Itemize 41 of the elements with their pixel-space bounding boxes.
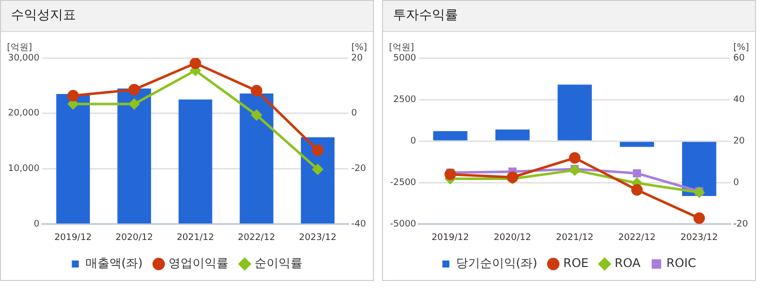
y-tick-label: 2500 (393, 94, 416, 105)
y2-tick-label: 60 (733, 53, 746, 64)
legend-label: 매출액(좌) (85, 256, 143, 270)
y-tick-label: 5000 (393, 53, 416, 64)
x-tick-label: 2020/12 (494, 232, 532, 243)
y-tick-label: -2500 (390, 178, 416, 188)
y-tick-label: 30,000 (8, 53, 40, 64)
y-tick-label: 20,000 (8, 108, 40, 119)
legend-label: ROIC (666, 256, 696, 270)
y2-tick-label: 20 (733, 136, 746, 146)
chart-title: 수익성지표 (1, 1, 373, 32)
y-axis-title: [억원] (7, 42, 32, 53)
x-tick-label: 2022/12 (238, 232, 276, 243)
y-axis-title: [억원] (389, 42, 414, 53)
legend-label: 순이익률 (254, 256, 303, 270)
y-tick-label: 0 (34, 220, 40, 230)
x-tick-label: 2021/12 (556, 232, 594, 243)
x-tick-label: 2019/12 (54, 232, 92, 243)
y2-axis-title: [%] (351, 42, 367, 53)
legend-label: 당기순이익(좌) (456, 256, 538, 270)
x-tick-label: 2023/12 (680, 232, 718, 243)
y2-tick-label: -20 (733, 220, 748, 230)
y-tick-label: 10,000 (8, 164, 40, 174)
legend-label: 영업이익률 (168, 256, 229, 270)
y2-tick-label: 20 (351, 53, 364, 64)
legend-label: ROE (563, 256, 589, 270)
x-tick-label: 2022/12 (618, 232, 656, 243)
y2-tick-label: 40 (733, 94, 746, 105)
x-tick-label: 2019/12 (432, 232, 469, 243)
x-tick-label: 2020/12 (116, 232, 153, 243)
y-tick-label: 0 (410, 136, 416, 146)
y2-tick-label: -20 (351, 164, 366, 174)
y2-tick-label: -40 (351, 220, 366, 230)
chart-title: 투자수익률 (383, 1, 755, 32)
legend-label: ROA (614, 256, 642, 270)
y2-tick-label: 0 (733, 178, 740, 188)
y-tick-label: -5000 (390, 220, 416, 230)
x-tick-label: 2023/12 (299, 232, 336, 243)
y2-tick-label: 0 (351, 108, 358, 119)
x-tick-label: 2021/12 (176, 232, 214, 243)
y2-axis-title: [%] (733, 42, 749, 53)
